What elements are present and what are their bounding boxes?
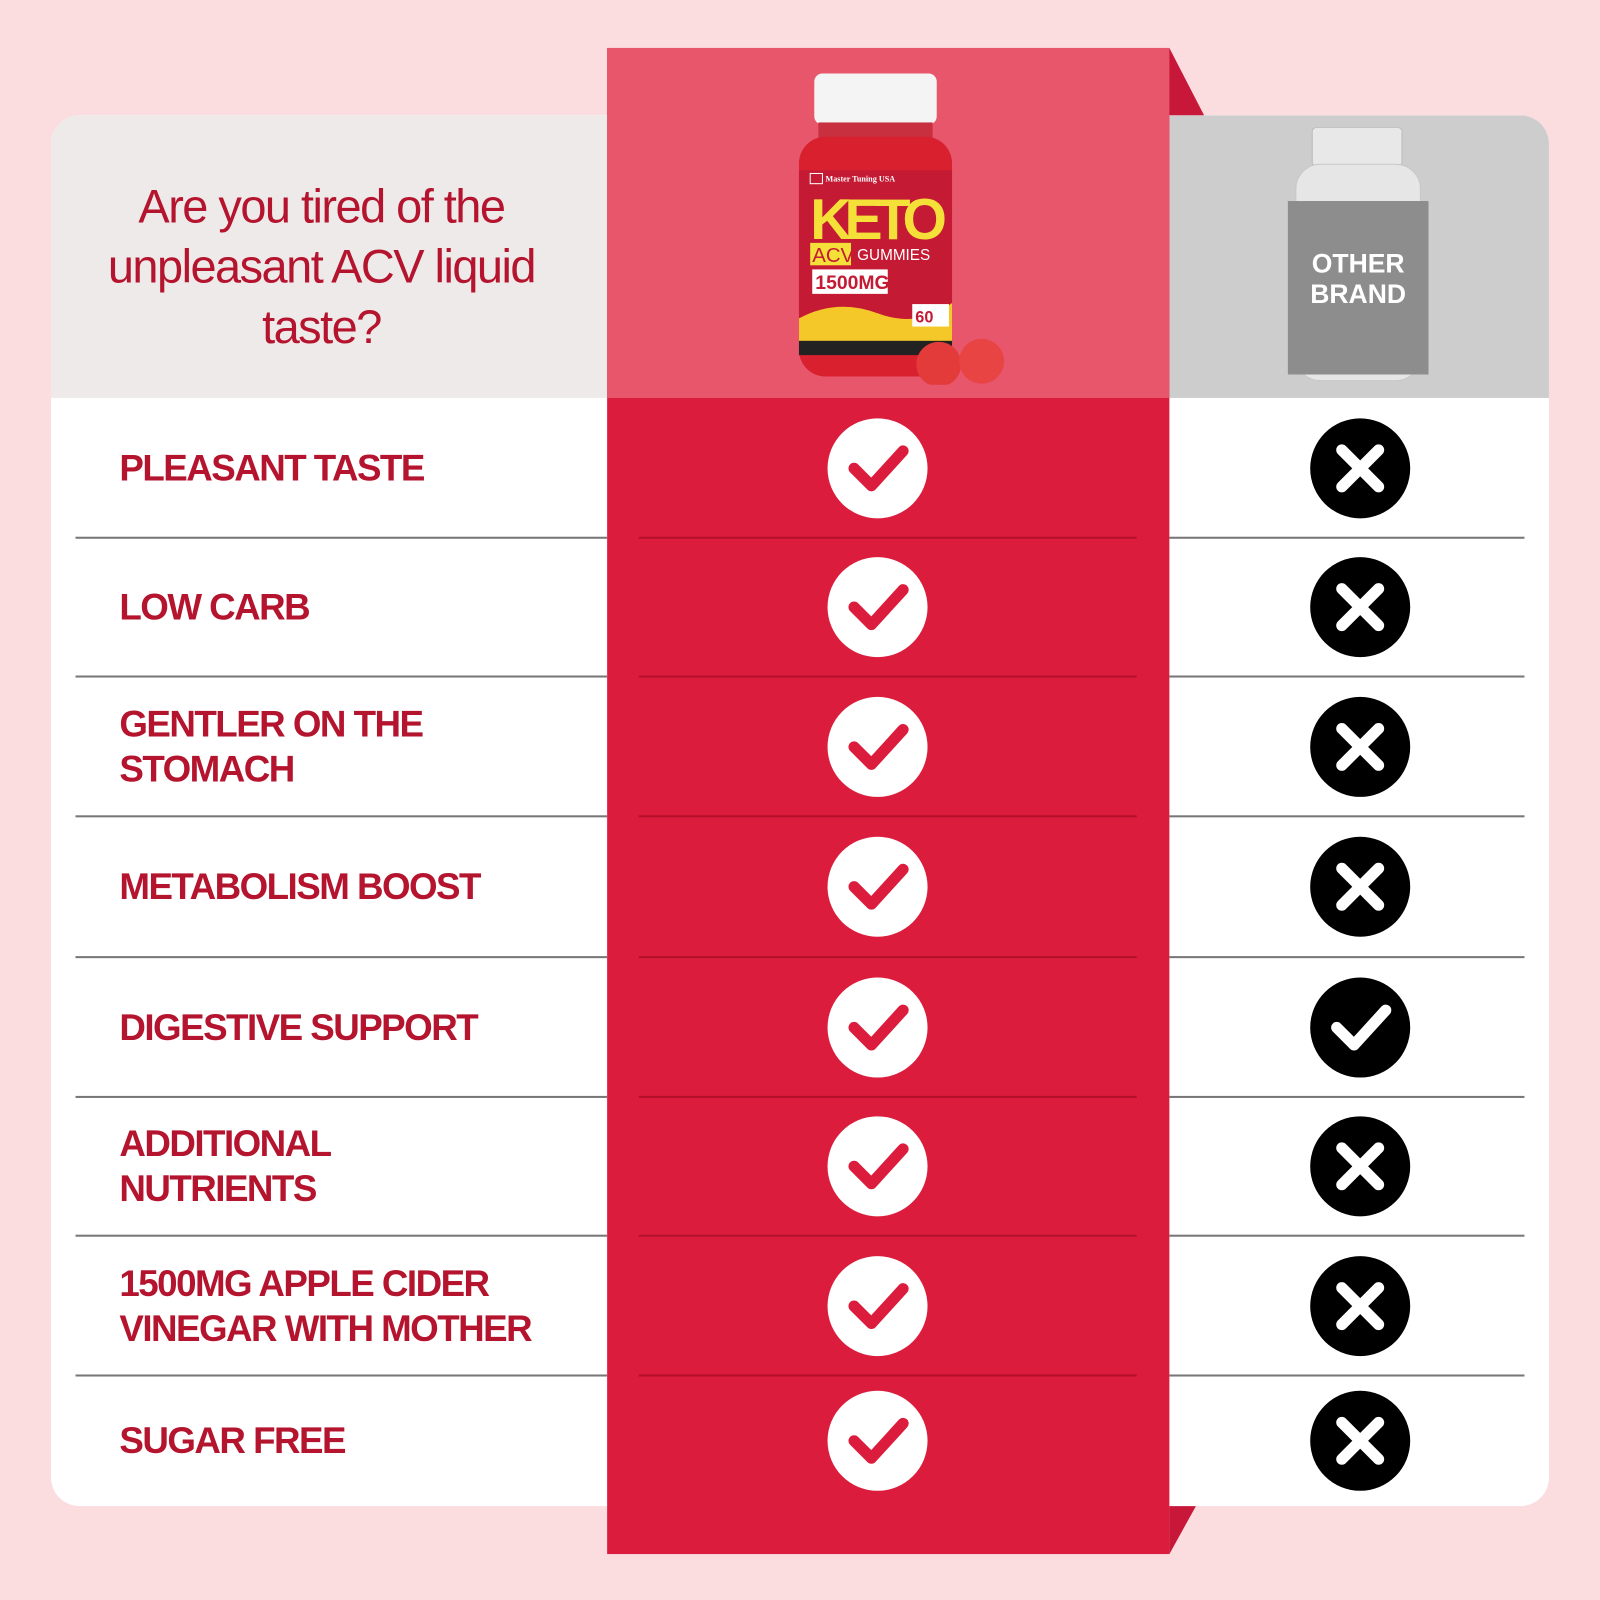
row-divider — [638, 1095, 1137, 1098]
row-divider — [638, 675, 1137, 678]
row-divider — [1169, 1095, 1525, 1098]
row-divider — [638, 956, 1137, 959]
table-row: SUGAR FREE — [0, 1375, 1600, 1506]
feature-label: ADDITIONAL NUTRIENTS — [119, 1122, 331, 1210]
row-divider — [1169, 675, 1525, 678]
check-icon — [1309, 976, 1411, 1078]
row-divider — [75, 675, 608, 678]
feature-label: SUGAR FREE — [119, 1419, 346, 1462]
bottle-brand: Master Tuning USA — [826, 175, 896, 184]
feature-label: GENTLER ON THE STOMACH — [119, 702, 424, 790]
row-divider — [75, 1234, 608, 1237]
feature-label: DIGESTIVE SUPPORT — [119, 1005, 478, 1048]
check-icon — [827, 976, 929, 1078]
cross-icon — [1309, 417, 1411, 519]
row-divider — [638, 815, 1137, 818]
cross-icon — [1309, 556, 1411, 658]
check-icon — [827, 1115, 929, 1217]
row-divider — [1169, 1234, 1525, 1237]
keto-bottle-image: Master Tuning USA KETO ACV GUMMIES 1500M… — [798, 73, 1005, 385]
feature-label: LOW CARB — [119, 585, 310, 628]
check-icon — [827, 417, 929, 519]
other-brand-label: OTHER BRAND — [1310, 247, 1407, 310]
table-row: METABOLISM BOOST — [0, 816, 1600, 959]
bottle-name: KETO — [810, 188, 947, 252]
other-brand-bottle-image: OTHER BRAND — [1287, 127, 1429, 383]
row-divider — [75, 1374, 608, 1377]
table-row: LOW CARB — [0, 538, 1600, 678]
check-icon — [827, 695, 929, 797]
row-divider — [638, 536, 1137, 539]
check-icon — [827, 836, 929, 938]
bottle-dose: 1500MG — [815, 272, 889, 294]
check-icon — [827, 1255, 929, 1357]
table-row: ADDITIONAL NUTRIENTS — [0, 1097, 1600, 1237]
row-divider — [75, 815, 608, 818]
cross-icon — [1309, 1115, 1411, 1217]
check-icon — [827, 556, 929, 658]
table-row: 1500MG APPLE CIDER VINEGAR WITH MOTHER — [0, 1236, 1600, 1377]
bottle-sub2: GUMMIES — [857, 247, 930, 264]
ribbon-fold-top — [1169, 47, 1205, 116]
row-divider — [1169, 815, 1525, 818]
cross-icon — [1309, 836, 1411, 938]
row-divider — [75, 956, 608, 959]
table-row: GENTLER ON THE STOMACH — [0, 677, 1600, 818]
table-row: DIGESTIVE SUPPORT — [0, 957, 1600, 1098]
row-divider — [638, 1234, 1137, 1237]
header-question-panel: Are you tired of the unpleasant ACV liqu… — [51, 115, 608, 398]
row-divider — [638, 1374, 1137, 1377]
bottle-sub1: ACV — [812, 245, 854, 267]
check-icon — [827, 1390, 929, 1492]
row-divider — [1169, 536, 1525, 539]
cross-icon — [1309, 695, 1411, 797]
row-divider — [75, 536, 608, 539]
row-divider — [1169, 1374, 1525, 1377]
cross-icon — [1309, 1390, 1411, 1492]
bottle-count: 60 — [915, 308, 933, 326]
row-divider — [1169, 956, 1525, 959]
row-divider — [75, 1095, 608, 1098]
ribbon-fold-bottom — [1169, 1506, 1196, 1555]
cross-icon — [1309, 1255, 1411, 1357]
feature-label: PLEASANT TASTE — [119, 446, 425, 489]
feature-label: METABOLISM BOOST — [119, 865, 481, 908]
feature-label: 1500MG APPLE CIDER VINEGAR WITH MOTHER — [119, 1261, 532, 1349]
table-row: PLEASANT TASTE — [0, 398, 1600, 539]
header-question: Are you tired of the unpleasant ACV liqu… — [107, 179, 537, 354]
